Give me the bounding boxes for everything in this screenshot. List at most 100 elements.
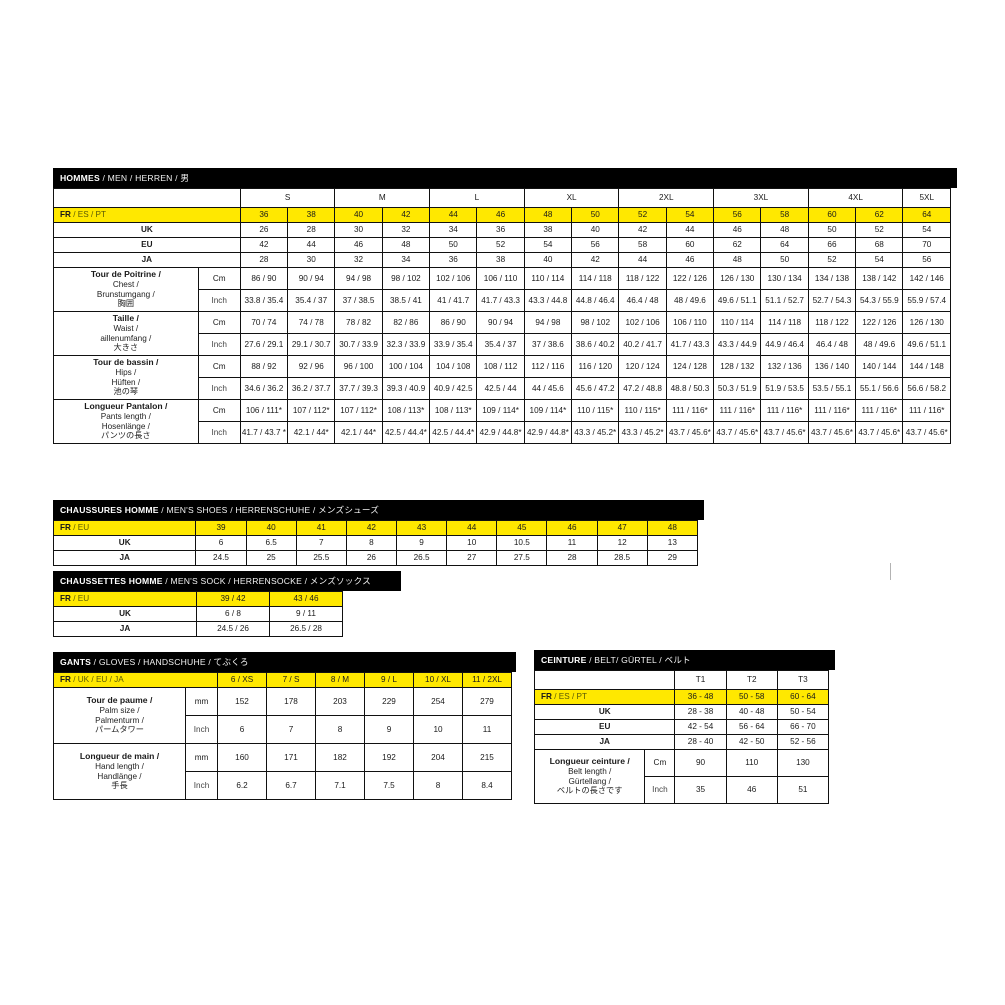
men-cell: 52	[855, 222, 904, 238]
men-measure-cell-cm: 111 / 116*	[807, 399, 857, 422]
men-cell: 56	[571, 237, 620, 253]
men-measure-cell-cm: 102 / 106	[429, 267, 478, 290]
men-measure-cell-cm: 126 / 130	[713, 267, 762, 290]
men-cell: 48	[713, 252, 762, 268]
men-measure-cell-cm: 136 / 140	[807, 355, 857, 378]
men-measure-cell-inch: 44 / 45.6	[523, 377, 573, 400]
gloves-measure-cell-mm: 203	[315, 687, 366, 716]
gloves-measure-cell-inch: 7.1	[315, 771, 366, 800]
men-cell: 44	[665, 222, 715, 238]
belt-size-group-t2: T2	[725, 670, 778, 690]
socks-row-ja: JA 24.5 / 26 26.5 / 28	[53, 621, 343, 637]
men-measure-cell-inch: 34.6 / 36.2	[239, 377, 289, 400]
men-measure-cell-cm: 82 / 86	[381, 311, 431, 334]
men-row-label: FR / ES / PT	[53, 207, 241, 223]
belt-cell: 28 - 40	[674, 734, 727, 750]
shoes-row-label: UK	[52, 535, 197, 551]
gloves-measure-cell-mm: 178	[266, 687, 317, 716]
gloves-measure-cell-mm: 279	[462, 687, 513, 716]
unit-inch: Inch	[184, 771, 219, 800]
men-cell: 40	[571, 222, 620, 238]
socks-row-label: UK	[53, 606, 197, 622]
men-measure-cell-cm: 144 / 148	[902, 355, 951, 378]
shoes-cell: 47	[596, 520, 648, 536]
shoes-cell: 10.5	[496, 535, 548, 551]
men-measure-cell-inch: 39.3 / 40.9	[381, 377, 431, 400]
men-cell: 28	[287, 222, 336, 238]
unit-cm: Cm	[197, 399, 241, 422]
men-measure-cell-inch: 51.9 / 53.5	[760, 377, 809, 400]
men-measure-cell-inch: 33.8 / 35.4	[239, 289, 289, 312]
men-measure-cell-cm: 100 / 104	[381, 355, 431, 378]
men-measure-cell-inch: 44.8 / 46.4	[571, 289, 620, 312]
gloves-table-banner: GANTS / GLOVES / HANDSCHUHE / てぶくろ	[53, 652, 516, 672]
men-measure-cell-cm: 88 / 92	[239, 355, 289, 378]
men-table-banner: HOMMES / MEN / HERREN / 男	[53, 168, 957, 188]
men-measure-cell-cm: 106 / 110	[665, 311, 715, 334]
men-measure-cell-cm: 114 / 118	[571, 267, 620, 290]
men-measure-cell-inch: 48 / 49.6	[855, 333, 904, 356]
men-measure-cell-inch: 43.7 / 45.6*	[665, 421, 715, 444]
men-size-group-4xl: 4XL	[807, 188, 904, 208]
gloves-measure-cell-inch: 7	[266, 715, 317, 744]
men-measure-row-cm: Taille / Waist / aillenumfang / 大きさ Cm 70 / 7…	[53, 311, 951, 356]
men-cell: 54	[855, 252, 904, 268]
gloves-size-header: 11 / 2XL	[462, 672, 513, 688]
unit-mm: mm	[184, 743, 219, 772]
men-measure-cell-inch: 36.2 / 37.7	[287, 377, 336, 400]
men-measure-cell-inch: 56.6 / 58.2	[902, 377, 951, 400]
men-measure-cell-cm: 107 / 112*	[287, 399, 336, 422]
men-measure-row-cm: Longueur Pantalon / Pants length / Hosenlä…	[53, 399, 951, 444]
men-measure-cell-cm: 90 / 94	[287, 267, 336, 290]
gloves-measure-row-mm: Tour de paume / Palm size / Palmenturm / パー…	[53, 687, 513, 744]
men-measure-cell-cm: 108 / 113*	[429, 399, 478, 422]
belt-cell: 42 - 50	[725, 734, 778, 750]
gloves-banner-rest: / GLOVES / HANDSCHUHE / てぶくろ	[91, 657, 249, 667]
gloves-size-header: 8 / M	[315, 672, 366, 688]
belt-cell: 50 - 54	[776, 704, 830, 720]
shoes-row-label: JA	[52, 550, 197, 566]
belt-row-label: UK	[533, 704, 676, 720]
men-cell: 42	[381, 207, 431, 223]
shoes-cell: 48	[646, 520, 699, 536]
belt-cell: 40 - 48	[725, 704, 778, 720]
men-measure-cell-inch: 53.5 / 55.1	[807, 377, 857, 400]
men-measure-cell-inch: 33.9 / 35.4	[429, 333, 478, 356]
men-banner-rest: / MEN / HERREN / 男	[99, 173, 190, 183]
gloves-measure-cell-mm: 204	[413, 743, 464, 772]
men-cell: 30	[287, 252, 336, 268]
men-measure-cell-inch: 50.3 / 51.9	[713, 377, 762, 400]
gloves-measure-cell-mm: 171	[266, 743, 317, 772]
men-measure-cell-cm: 111 / 116*	[713, 399, 762, 422]
gloves-measure-cell-inch: 9	[364, 715, 415, 744]
belt-table-block: CEINTURE / BELT/ GÜRTEL / ベルト T1 T2 T3 FR /…	[533, 650, 835, 804]
men-size-group-3xl: 3XL	[713, 188, 809, 208]
men-cell: 54	[523, 237, 573, 253]
men-measure-cell-inch: 42.9 / 44.8*	[476, 421, 525, 444]
shoes-banner-rest: / MEN'S SHOES / HERRENSCHUHE / メンズシューズ	[158, 505, 380, 515]
men-measure-cell-inch: 37 / 38.5	[334, 289, 383, 312]
men-cell: 44	[618, 252, 667, 268]
men-measure-cell-cm: 122 / 126	[855, 311, 904, 334]
men-measure-cell-inch: 38.5 / 41	[381, 289, 431, 312]
men-measure-cell-inch: 43.7 / 45.6*	[760, 421, 809, 444]
men-measure-row-cm: Tour de Poitrine / Chest / Brunstumgang / 胸…	[53, 267, 951, 312]
shoes-banner-main: CHAUSSURES HOMME	[60, 505, 159, 515]
men-measure-cell-cm: 111 / 116*	[760, 399, 809, 422]
men-cell: 40	[523, 252, 573, 268]
men-measure-cell-cm: 98 / 102	[381, 267, 431, 290]
men-measure-cell-inch: 46.4 / 48	[807, 333, 857, 356]
shoes-cell: 46	[546, 520, 598, 536]
men-measure-cell-cm: 109 / 114*	[476, 399, 525, 422]
gloves-measure-cell-mm: 182	[315, 743, 366, 772]
men-measure-cell-inch: 41 / 41.7	[429, 289, 478, 312]
socks-cell: 26.5 / 28	[269, 621, 343, 637]
men-size-table: S M L XL 2XL 3XL 4XL 5XL FR / ES / PT 36 38 40 42 44 4…	[53, 188, 951, 444]
belt-measure-cell-cm: 130	[776, 749, 830, 777]
unit-cm: Cm	[197, 311, 241, 334]
men-measure-row-inch: Inch 34.6 / 36.2 36.2 / 37.7 37.7 / 39.3 39.…	[54, 377, 951, 400]
men-measure-cell-inch: 52.7 / 54.3	[807, 289, 857, 312]
men-cell: 34	[429, 222, 478, 238]
